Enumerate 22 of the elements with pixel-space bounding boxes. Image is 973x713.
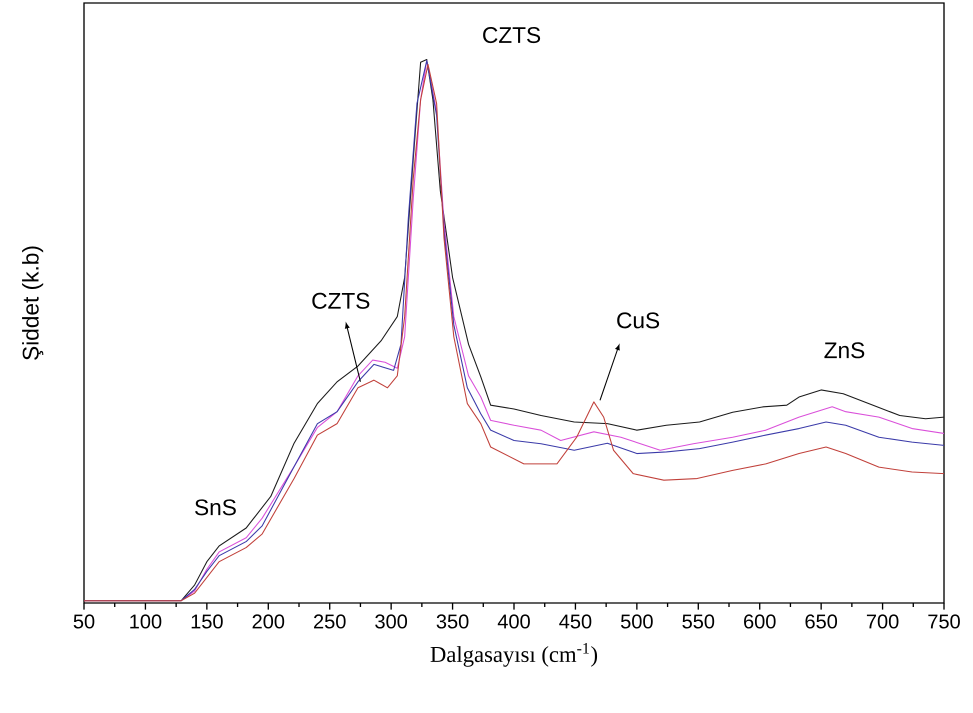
text: CZTS (483, 27, 540, 44)
x-tick-label: 650 (805, 614, 838, 629)
x-tick-label: 350 (436, 614, 468, 629)
x-tick-label: 250 (314, 614, 346, 629)
x-tick-label: 600 (744, 614, 776, 629)
x-tick-label: 100 (130, 614, 162, 629)
x-tick-label: 750 (928, 614, 960, 629)
annotation: ZnS (824, 342, 864, 358)
y-axis-title: Şiddet (k.b) (22, 246, 44, 360)
x-tick-label: 550 (682, 614, 714, 629)
x-tick-label: 400 (498, 614, 530, 629)
x-axis-title: Dalgasayısı (cm$^{-1}$) (430, 643, 598, 667)
x-tick-label: 50 (74, 614, 94, 629)
annotation: CZTS (312, 292, 370, 309)
x-tick-label: 200 (252, 614, 284, 629)
annotation: SnS (195, 499, 236, 516)
x-tick-label: 500 (620, 614, 653, 629)
x-tick-label: 150 (192, 614, 223, 629)
annotation: CuS (617, 312, 660, 328)
x-tick-label: 700 (866, 614, 898, 629)
x-tick-label: 450 (559, 614, 592, 629)
x-tick-label: 300 (375, 614, 408, 629)
